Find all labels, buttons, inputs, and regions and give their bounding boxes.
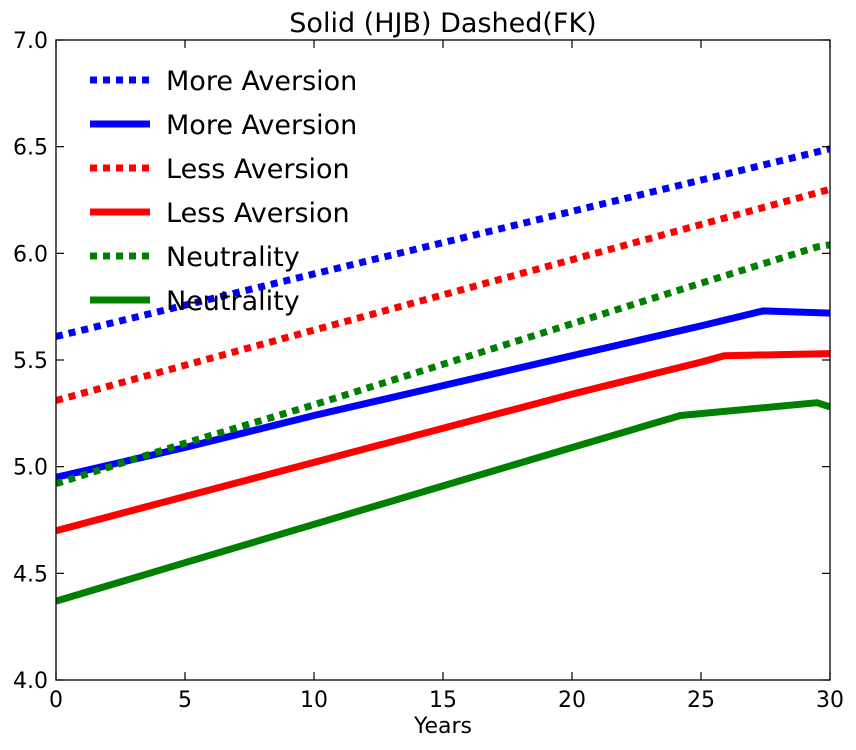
- x-axis-label: Years: [413, 714, 472, 739]
- x-tick-label: 10: [300, 688, 328, 713]
- chart-title: Solid (HJB) Dashed(FK): [289, 8, 596, 39]
- y-tick-label: 4.5: [13, 562, 48, 587]
- series-line-2: [56, 185, 830, 404]
- y-tick-label: 5.5: [13, 349, 48, 374]
- x-tick-label: 0: [49, 688, 63, 713]
- series-line-1: [56, 307, 830, 481]
- series-layer: [56, 145, 830, 605]
- y-tick-label: 4.0: [13, 669, 48, 694]
- legend-label: Less Aversion: [166, 154, 350, 185]
- legend-label: Less Aversion: [166, 198, 350, 229]
- legend-label: Neutrality: [166, 242, 300, 273]
- series-line-5: [56, 399, 830, 605]
- x-tick-label: 25: [687, 688, 715, 713]
- x-tick-label: 30: [816, 688, 844, 713]
- series-line-3: [56, 350, 830, 535]
- y-tick-label: 5.0: [13, 456, 48, 481]
- x-tick-label: 15: [429, 688, 457, 713]
- y-tick-label: 6.5: [13, 136, 48, 161]
- series-line-4: [56, 241, 830, 488]
- legend: More Aversion More Aversion Less Aversion L…: [90, 66, 357, 317]
- y-tick-label: 7.0: [13, 29, 48, 54]
- ticks-layer: 0 5 10 15 20 25 30 4.0 4.5 5.0 5.5 6.0 6.5 7.0: [13, 29, 844, 713]
- legend-label: More Aversion: [166, 110, 357, 141]
- legend-label: Neutrality: [166, 286, 300, 317]
- x-tick-label: 20: [558, 688, 586, 713]
- legend-label: More Aversion: [166, 66, 357, 97]
- series-line-0: [56, 145, 830, 340]
- y-tick-label: 6.0: [13, 242, 48, 267]
- plot-frame: [55, 39, 831, 681]
- x-tick-label: 5: [178, 688, 192, 713]
